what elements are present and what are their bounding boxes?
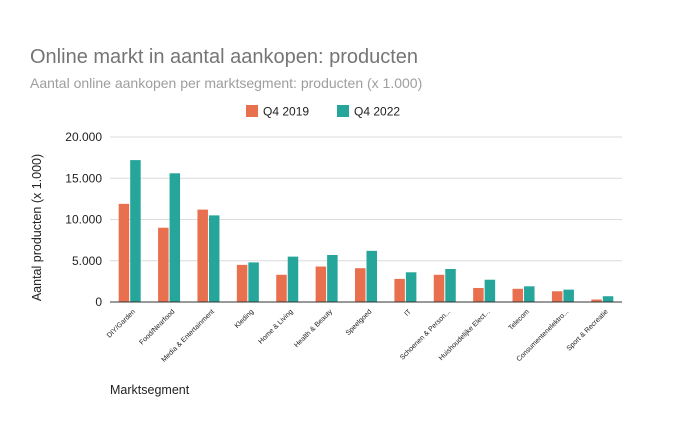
bar-q4-2019 xyxy=(276,274,287,302)
chart-title: Online markt in aantal aankopen: product… xyxy=(30,46,418,68)
bar-q4-2019 xyxy=(394,278,405,302)
bar-q4-2022 xyxy=(524,286,535,302)
bar-q4-2022 xyxy=(169,173,181,302)
legend-swatch-2 xyxy=(337,105,349,117)
bar-q4-2022 xyxy=(130,160,141,302)
x-tick-label: Telecom xyxy=(508,308,532,332)
bar-q4-2019 xyxy=(118,203,130,302)
bar-q4-2019 xyxy=(591,299,602,302)
bar-q4-2022 xyxy=(327,254,338,302)
bar-q4-2022 xyxy=(484,279,496,302)
y-axis-ticks: 0 5.000 10.000 15.000 20.000 xyxy=(65,130,102,309)
bar-q4-2022 xyxy=(405,272,417,302)
x-axis-title: Marktsegment xyxy=(110,383,190,397)
x-tick-label: IT xyxy=(403,308,413,318)
legend-label-2: Q4 2022 xyxy=(354,105,400,119)
bar-q4-2019 xyxy=(512,288,524,302)
bar-q4-2019 xyxy=(197,209,208,302)
bar-q4-2019 xyxy=(315,266,327,302)
bar-q4-2019 xyxy=(158,227,169,302)
bar-q4-2022 xyxy=(248,262,259,302)
y-tick-label: 5.000 xyxy=(72,254,102,268)
bar-q4-2019 xyxy=(355,268,366,302)
y-tick-label: 20.000 xyxy=(65,130,102,144)
x-tick-label: Food/Nearfood xyxy=(139,308,177,346)
y-tick-label: 10.000 xyxy=(65,213,102,227)
legend-label-1: Q4 2019 xyxy=(263,105,309,119)
gridlines xyxy=(110,136,622,262)
bar-q4-2022 xyxy=(287,256,299,302)
bar-q4-2022 xyxy=(563,289,574,302)
bar-q4-2022 xyxy=(366,250,377,302)
chart-subtitle: Aantal online aankopen per marktsegment:… xyxy=(30,75,422,91)
bars xyxy=(118,160,614,302)
bar-q4-2022 xyxy=(602,296,614,302)
legend-swatch-1 xyxy=(246,105,258,117)
bar-q4-2022 xyxy=(445,269,456,302)
bar-q4-2019 xyxy=(236,264,248,302)
legend: Q4 2019 Q4 2022 xyxy=(246,105,400,119)
x-tick-label: Home & Living xyxy=(257,308,294,345)
bar-q4-2022 xyxy=(208,215,220,302)
bar-q4-2019 xyxy=(473,287,484,302)
x-tick-label: Speelgoed xyxy=(345,308,374,337)
y-tick-label: 15.000 xyxy=(65,171,102,185)
bar-q4-2019 xyxy=(433,274,445,302)
x-tick-label: Kleding xyxy=(234,308,256,330)
x-tick-label: DIY/Garden xyxy=(106,308,137,339)
y-tick-label: 0 xyxy=(95,295,102,309)
y-axis-title: Aantal producten (x 1.000) xyxy=(30,154,44,301)
x-tick-label: Sport & Recreatie xyxy=(566,308,610,352)
bar-q4-2019 xyxy=(551,291,563,302)
x-tick-label: Health & Beauty xyxy=(293,308,334,349)
